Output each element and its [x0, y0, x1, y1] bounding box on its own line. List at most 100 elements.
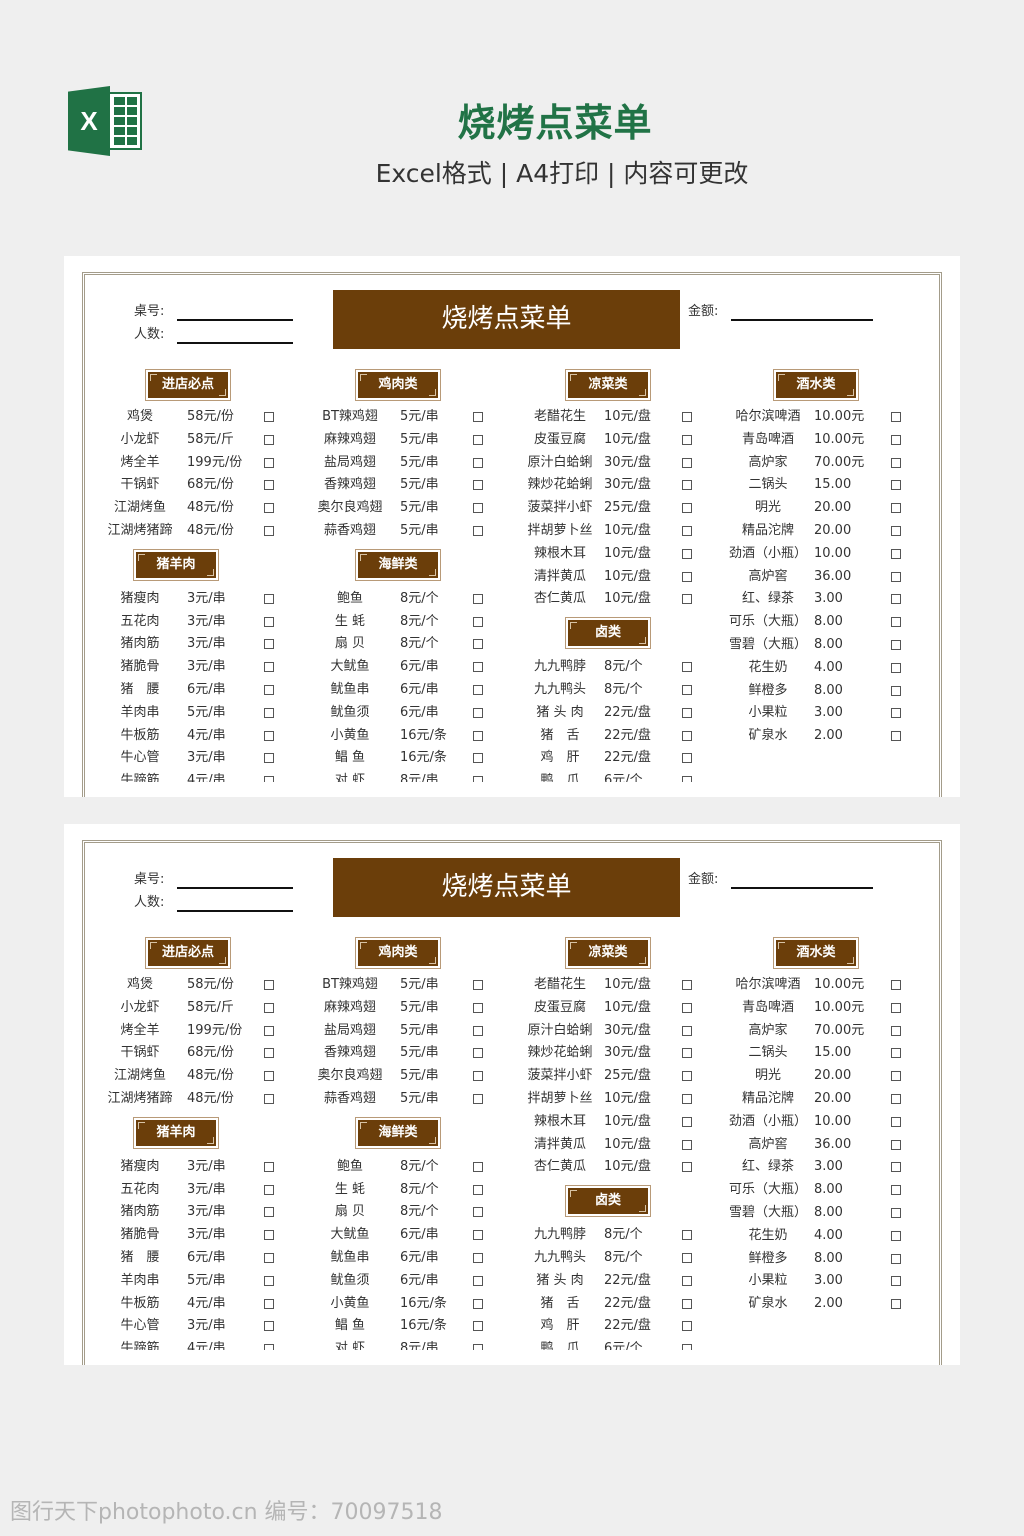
item-checkbox[interactable] — [891, 1071, 901, 1082]
item-checkbox[interactable] — [473, 1184, 483, 1195]
item-checkbox[interactable] — [264, 1275, 274, 1286]
item-checkbox[interactable] — [891, 1162, 901, 1173]
item-checkbox[interactable] — [682, 1116, 692, 1127]
item-checkbox[interactable] — [473, 1071, 483, 1082]
item-checkbox[interactable] — [264, 662, 274, 673]
item-checkbox[interactable] — [264, 457, 274, 468]
item-checkbox[interactable] — [473, 434, 483, 445]
item-checkbox[interactable] — [264, 480, 274, 491]
item-checkbox[interactable] — [264, 1161, 274, 1172]
item-checkbox[interactable] — [682, 1139, 692, 1150]
item-checkbox[interactable] — [891, 503, 901, 514]
item-checkbox[interactable] — [891, 412, 901, 422]
item-checkbox[interactable] — [682, 1048, 692, 1059]
item-checkbox[interactable] — [891, 1276, 901, 1287]
item-checkbox[interactable] — [891, 708, 901, 719]
item-checkbox[interactable] — [473, 1252, 483, 1263]
item-checkbox[interactable] — [473, 1048, 483, 1059]
item-checkbox[interactable] — [264, 1025, 274, 1036]
item-checkbox[interactable] — [473, 503, 483, 514]
item-checkbox[interactable] — [682, 707, 692, 718]
item-checkbox[interactable] — [891, 980, 901, 990]
item-checkbox[interactable] — [473, 1025, 483, 1036]
item-checkbox[interactable] — [891, 548, 901, 559]
item-checkbox[interactable] — [682, 1275, 692, 1286]
item-checkbox[interactable] — [473, 457, 483, 468]
item-checkbox[interactable] — [891, 1116, 901, 1127]
item-checkbox[interactable] — [473, 1321, 483, 1332]
item-checkbox[interactable] — [264, 434, 274, 445]
item-checkbox[interactable] — [264, 1298, 274, 1309]
item-checkbox[interactable] — [473, 730, 483, 741]
item-checkbox[interactable] — [473, 776, 483, 782]
item-checkbox[interactable] — [473, 1344, 483, 1350]
item-checkbox[interactable] — [891, 731, 901, 742]
item-checkbox[interactable] — [682, 1344, 692, 1350]
item-checkbox[interactable] — [473, 412, 483, 422]
item-checkbox[interactable] — [891, 1207, 901, 1218]
item-checkbox[interactable] — [264, 776, 274, 782]
item-checkbox[interactable] — [682, 548, 692, 559]
item-checkbox[interactable] — [682, 525, 692, 536]
item-checkbox[interactable] — [891, 1002, 901, 1013]
item-checkbox[interactable] — [473, 684, 483, 695]
item-checkbox[interactable] — [891, 1185, 901, 1196]
item-checkbox[interactable] — [682, 594, 692, 605]
item-checkbox[interactable] — [891, 662, 901, 673]
item-checkbox[interactable] — [264, 1230, 274, 1241]
item-checkbox[interactable] — [891, 594, 901, 605]
item-checkbox[interactable] — [682, 730, 692, 741]
item-checkbox[interactable] — [264, 1071, 274, 1082]
item-checkbox[interactable] — [682, 434, 692, 445]
item-checkbox[interactable] — [891, 685, 901, 696]
item-checkbox[interactable] — [891, 1139, 901, 1150]
item-checkbox[interactable] — [682, 1252, 692, 1263]
item-checkbox[interactable] — [891, 525, 901, 536]
item-checkbox[interactable] — [682, 480, 692, 491]
item-checkbox[interactable] — [473, 980, 483, 990]
item-checkbox[interactable] — [891, 457, 901, 468]
item-checkbox[interactable] — [264, 525, 274, 536]
item-checkbox[interactable] — [264, 1002, 274, 1013]
item-checkbox[interactable] — [682, 412, 692, 422]
item-checkbox[interactable] — [264, 1321, 274, 1332]
item-checkbox[interactable] — [682, 776, 692, 782]
item-checkbox[interactable] — [473, 1230, 483, 1241]
item-checkbox[interactable] — [891, 434, 901, 445]
item-checkbox[interactable] — [891, 1048, 901, 1059]
item-checkbox[interactable] — [264, 980, 274, 990]
item-checkbox[interactable] — [682, 571, 692, 582]
item-checkbox[interactable] — [473, 707, 483, 718]
item-checkbox[interactable] — [682, 1093, 692, 1104]
item-checkbox[interactable] — [682, 1162, 692, 1173]
item-checkbox[interactable] — [264, 730, 274, 741]
item-checkbox[interactable] — [682, 1230, 692, 1241]
item-checkbox[interactable] — [682, 684, 692, 695]
item-checkbox[interactable] — [891, 1253, 901, 1264]
item-checkbox[interactable] — [682, 503, 692, 514]
item-checkbox[interactable] — [264, 1252, 274, 1263]
item-checkbox[interactable] — [682, 980, 692, 990]
item-checkbox[interactable] — [264, 1093, 274, 1104]
item-checkbox[interactable] — [682, 662, 692, 673]
item-checkbox[interactable] — [473, 616, 483, 627]
item-checkbox[interactable] — [473, 1207, 483, 1218]
item-checkbox[interactable] — [473, 1298, 483, 1309]
item-checkbox[interactable] — [264, 1048, 274, 1059]
item-checkbox[interactable] — [264, 1184, 274, 1195]
item-checkbox[interactable] — [473, 593, 483, 604]
item-checkbox[interactable] — [891, 1230, 901, 1241]
item-checkbox[interactable] — [264, 707, 274, 718]
item-checkbox[interactable] — [473, 662, 483, 673]
item-checkbox[interactable] — [264, 1207, 274, 1218]
item-checkbox[interactable] — [682, 1321, 692, 1332]
item-checkbox[interactable] — [682, 1298, 692, 1309]
item-checkbox[interactable] — [891, 1025, 901, 1036]
item-checkbox[interactable] — [682, 753, 692, 764]
item-checkbox[interactable] — [264, 639, 274, 650]
item-checkbox[interactable] — [473, 639, 483, 650]
item-checkbox[interactable] — [264, 753, 274, 764]
item-checkbox[interactable] — [891, 1299, 901, 1310]
item-checkbox[interactable] — [891, 1093, 901, 1104]
item-checkbox[interactable] — [473, 1002, 483, 1013]
